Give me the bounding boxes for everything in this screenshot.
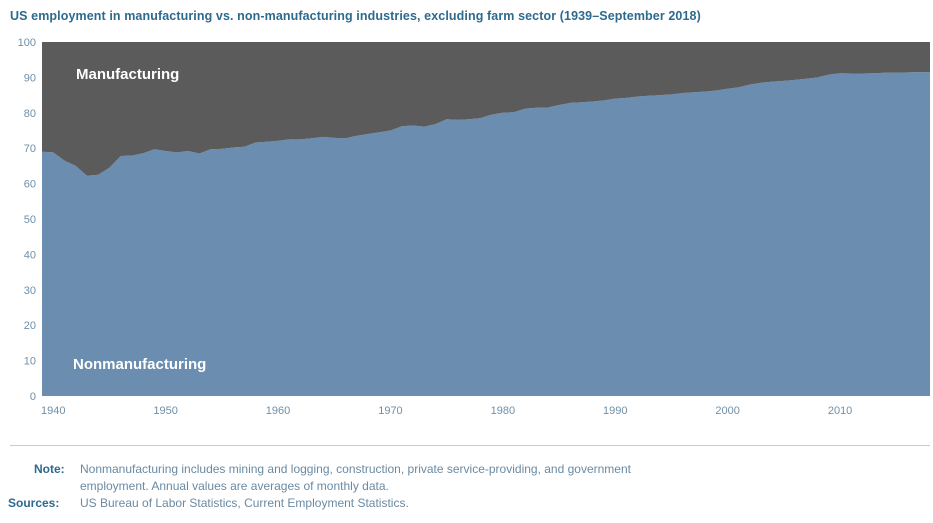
x-axis-ticks: 1940 1950 1960 1970 1980 1990 2000 2010 <box>41 405 852 417</box>
y-tick-label: 90 <box>24 72 36 84</box>
x-tick-label: 2000 <box>715 405 739 417</box>
series-labels: Nonmanufacturing Manufacturing <box>73 66 206 373</box>
x-tick-label: 1940 <box>41 405 65 417</box>
y-tick-label: 60 <box>24 179 36 191</box>
sources-label: Sources: <box>8 496 60 510</box>
area-nonmanufacturing <box>42 72 930 396</box>
y-tick-label: 20 <box>24 320 36 332</box>
y-tick-label: 30 <box>24 285 36 297</box>
area-manufacturing <box>42 42 930 176</box>
note-label: Note: <box>34 462 65 476</box>
y-tick-label: 0 <box>30 391 36 403</box>
divider <box>10 445 930 446</box>
y-tick-label: 40 <box>24 249 36 261</box>
sources-text: US Bureau of Labor Statistics, Current E… <box>80 496 409 510</box>
note-line-1: Nonmanufacturing includes mining and log… <box>80 462 631 476</box>
x-tick-label: 1950 <box>153 405 177 417</box>
y-axis-ticks: 0 10 20 30 40 50 60 70 80 90 100 <box>18 37 36 403</box>
y-tick-label: 80 <box>24 108 36 120</box>
y-tick-label: 70 <box>24 143 36 155</box>
series-label-manufacturing: Manufacturing <box>76 66 179 83</box>
x-tick-label: 1990 <box>603 405 627 417</box>
x-tick-label: 1970 <box>378 405 402 417</box>
x-tick-label: 2010 <box>828 405 852 417</box>
y-tick-label: 50 <box>24 214 36 226</box>
x-tick-label: 1960 <box>266 405 290 417</box>
series-label-nonmanufacturing: Nonmanufacturing <box>73 356 206 373</box>
chart-title: US employment in manufacturing vs. non-m… <box>10 9 701 23</box>
x-tick-label: 1980 <box>491 405 515 417</box>
chart-areas <box>42 42 930 396</box>
y-tick-label: 10 <box>24 356 36 368</box>
y-tick-label: 100 <box>18 37 36 49</box>
note-line-2: employment. Annual values are averages o… <box>80 479 389 493</box>
